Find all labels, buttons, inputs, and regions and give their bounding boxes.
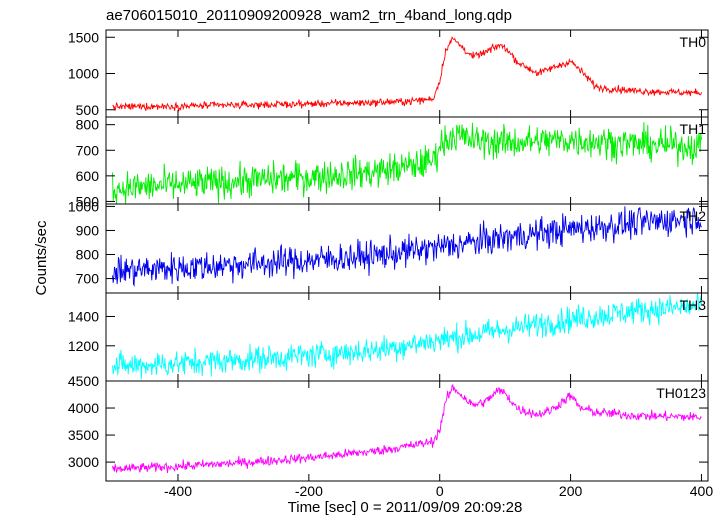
panel-label-th0: TH0 (680, 34, 707, 50)
panel-label-th1: TH1 (680, 121, 707, 137)
panel-label-th0123: TH0123 (656, 385, 706, 401)
y-tick-label: 1200 (68, 338, 99, 354)
x-tick-label: -200 (295, 483, 323, 499)
y-tick-label: 800 (76, 247, 100, 263)
y-axis-label: Counts/sec (33, 220, 50, 296)
y-tick-label: 500 (76, 193, 100, 209)
y-tick-label: 900 (76, 222, 100, 238)
series-line-th3 (112, 292, 702, 380)
y-tick-label: 600 (76, 168, 100, 184)
series-line-th0 (112, 36, 702, 112)
series-line-th1 (112, 122, 702, 205)
y-tick-label: 800 (76, 117, 100, 133)
y-tick-label: 1500 (68, 29, 99, 45)
panel-frame (105, 29, 709, 118)
y-tick-label: 700 (76, 271, 100, 287)
x-tick-label: 400 (690, 483, 714, 499)
x-axis-label: Time [sec] 0 = 2011/09/09 20:09:28 (288, 499, 523, 516)
y-tick-label: 700 (76, 142, 100, 158)
panel-th2: 700 800 900 1000 TH2 (68, 198, 709, 294)
y-tick-label: 500 (76, 102, 100, 118)
y-tick-label: 1400 (68, 308, 99, 324)
panel-th0123: 3000 3500 4000 4500 TH0123 (68, 373, 709, 482)
panel-th0: 500 1000 1500 TH0 (68, 29, 709, 118)
y-tick-label: 4000 (68, 400, 99, 416)
y-tick-label: 1000 (68, 66, 99, 82)
x-tick-label: 0 (436, 483, 444, 499)
y-tick-label: 3000 (68, 454, 99, 470)
x-tick-label: -400 (164, 483, 192, 499)
x-tick-label: 200 (559, 483, 583, 499)
chart-title: ae706015010_20110909200928_wam2_trn_4ban… (106, 7, 512, 24)
series-line-th2 (112, 206, 702, 287)
y-tick-label: 1000 (68, 198, 99, 214)
y-tick-label: 3500 (68, 427, 99, 443)
panel-th1: 500 600 700 800 TH1 (76, 116, 709, 209)
panel-frame (105, 380, 709, 482)
series-line-th0123 (112, 384, 702, 473)
panel-label-th2: TH2 (680, 208, 707, 224)
y-tick-label: 4500 (68, 373, 99, 389)
panel-label-th3: TH3 (680, 297, 707, 313)
panel-th3: 1200 1400 TH3 (68, 292, 709, 382)
